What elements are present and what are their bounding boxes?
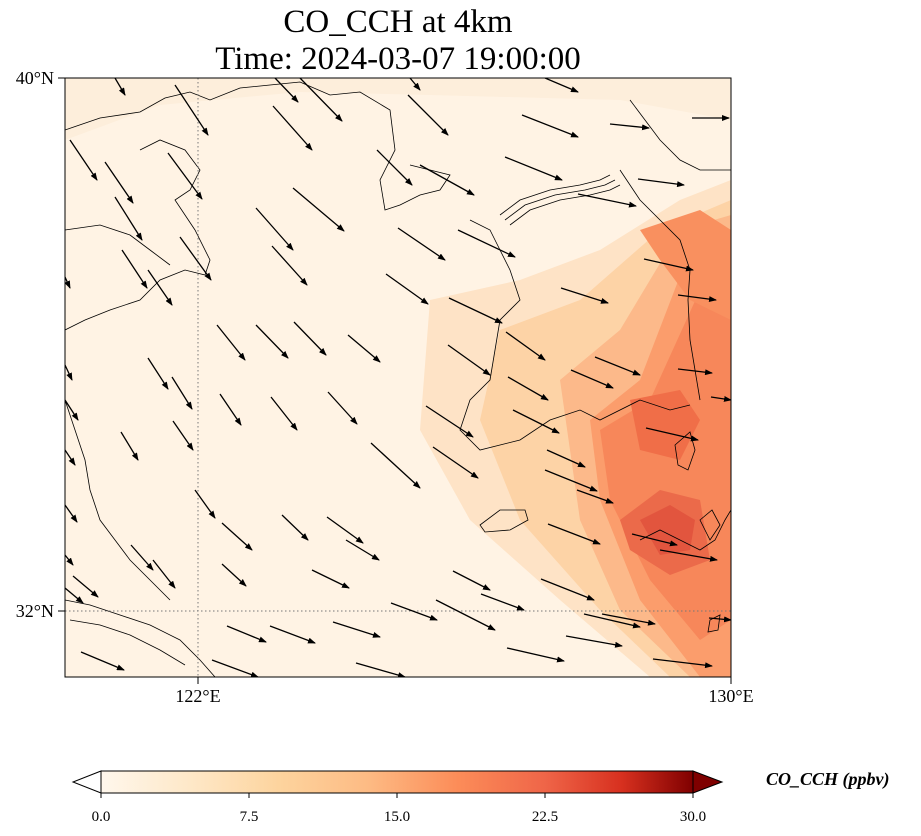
colorbar: 0.0 7.5 15.0 22.5 30.0: [71, 770, 724, 825]
coastlines: [65, 81, 731, 677]
map-title: CO_CCH at 4km: [283, 4, 513, 40]
lat-label-32: 32°N: [16, 601, 54, 621]
wind-vectors: [65, 78, 731, 677]
colorbar-extend-min: [71, 770, 102, 794]
colorbar-title: CO_CCH (ppbv): [766, 769, 890, 789]
concentration-field: [65, 78, 731, 677]
colorbar-tick-3: 22.5: [532, 809, 558, 825]
map-subtitle-time: Time: 2024-03-07 19:00:00: [215, 41, 581, 77]
colorbar-extend-max: [692, 770, 724, 794]
gridlines: [65, 78, 731, 677]
lon-label-130: 130°E: [708, 686, 753, 706]
colorbar-tick-0: 0.0: [92, 809, 111, 825]
colorbar-tick-2: 15.0: [384, 809, 410, 825]
colorbar-tick-1: 7.5: [240, 809, 259, 825]
colorbar-gradient: [101, 771, 693, 793]
axis-ticks: [58, 77, 732, 684]
colorbar-tick-4: 30.0: [680, 809, 706, 825]
lat-label-40: 40°N: [16, 68, 54, 88]
map-frame: [64, 77, 732, 678]
lon-label-122: 122°E: [175, 686, 220, 706]
